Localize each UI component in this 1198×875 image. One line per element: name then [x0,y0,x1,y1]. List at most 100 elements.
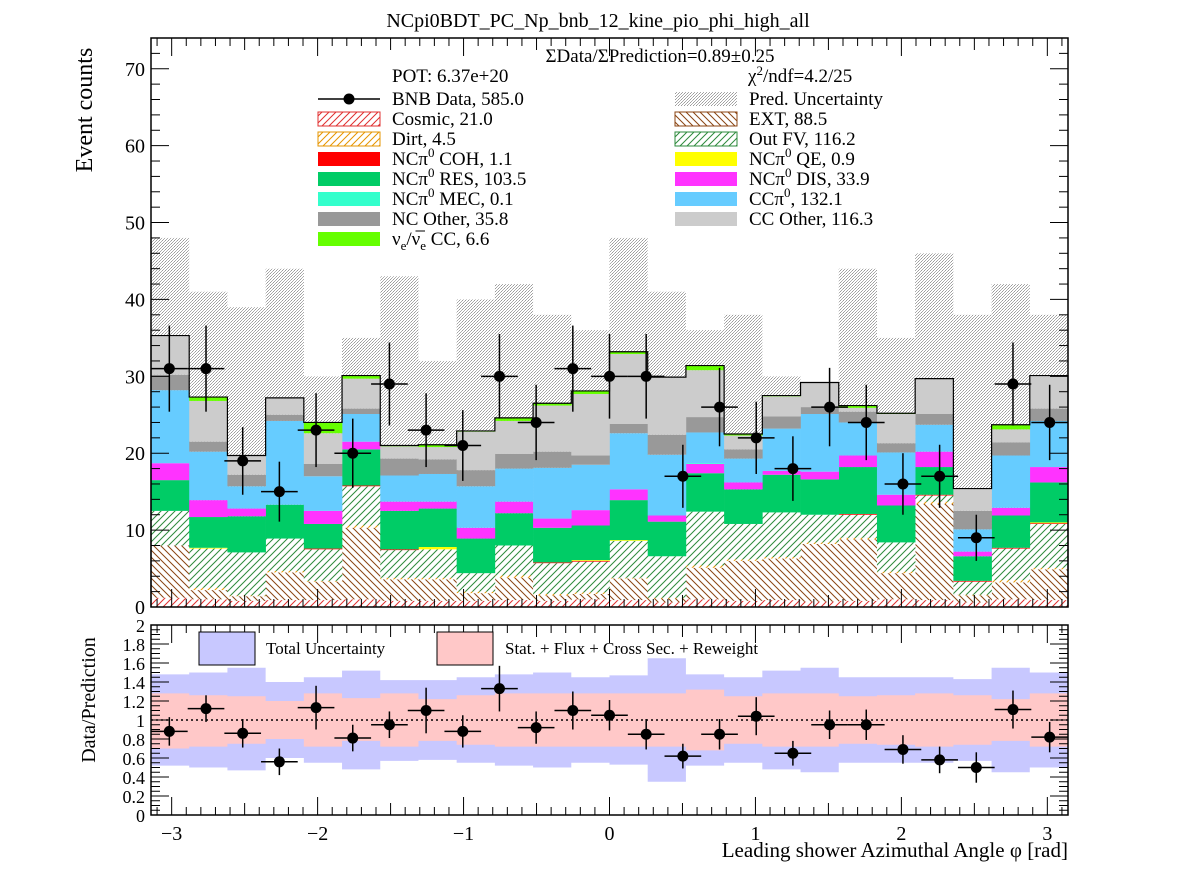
bar-ccpi0 [342,414,381,442]
y-tick-label: 20 [125,443,145,465]
bar-res [762,474,801,513]
data-point [897,478,909,490]
chi2-sup: 2 [756,63,763,78]
legend-swatch-cosmic [317,111,381,127]
bar-dis [991,507,1031,516]
bar-coh [380,549,419,551]
bar-ccpi0 [800,414,840,472]
bar-ext [724,560,763,601]
data-point [860,416,872,428]
data-point [493,370,505,382]
x-tick-label: 1 [750,823,760,845]
legend-swatch-unc [675,92,737,106]
bar-outfv [838,514,878,538]
ratio-point [897,743,909,755]
bar-res [494,513,534,546]
y-axis-label-top: Event counts [72,48,98,173]
bar-res [571,525,610,561]
bar-ccother [991,429,1031,443]
bar-coh [915,494,954,496]
bar-dirt [991,580,1031,583]
bar-ncother [838,411,878,423]
legend-swatch-outfv [674,131,738,147]
bar-ccpi0 [189,451,228,501]
legend-swatch-nue [318,232,380,246]
legend-swatch-ext [674,111,738,127]
bar-ext [800,543,840,602]
bar-ccpi0 [456,486,496,528]
data-point [530,416,542,428]
bar-ext [494,577,534,601]
bar-mec [685,463,725,464]
legend-swatch-ccpi0 [675,192,737,206]
bar-outfv [494,545,534,576]
bar-cosmic [609,600,649,607]
bar-res [838,467,878,514]
legend-swatch-res [318,172,380,186]
bar-dis [762,470,801,475]
legend-swatch-dis [675,172,737,186]
bar-dirt [571,592,610,594]
chi2-text: χ2/ndf=4.2/25 [747,63,852,87]
bar-outfv [227,552,266,596]
bar-qe [418,547,457,550]
bar-res [265,504,305,539]
legend-label-ccpi0: CCπ0, 132.1 [749,185,843,210]
bar-ext [227,596,266,601]
legend-swatch-ccother [675,212,737,226]
legend-label-dirt: Dirt, 4.5 [392,129,456,150]
bar-ext [1029,569,1069,601]
bar-dis [609,489,649,501]
legend-swatch-ncother [318,212,380,226]
legend-label-ccother: CC Other, 116.3 [749,209,873,230]
bar-ext [876,573,916,600]
bar-ccpi0 [609,433,649,490]
bar-res [189,517,228,548]
bar-cosmic [800,601,840,607]
bar-nue [991,424,1031,430]
bar-ccother [838,407,878,412]
legend-label-cosmic: Cosmic, 21.0 [392,109,493,130]
bar-ncother [151,374,190,391]
bar-ncother [609,423,649,434]
bar-dis [800,471,840,480]
legend-label-nue: νe/ν̅e CC, 6.6 [392,229,489,253]
bar-dirt [227,595,266,597]
bar-coh [342,485,381,487]
bar-outfv [189,548,228,588]
y-tick-label: 1.8 [123,635,146,655]
bar-ncother [456,470,496,487]
bar-coh [303,548,343,550]
legend-label-stat: Stat. + Flux + Cross Sec. + Reweight [505,639,758,658]
bar-nue [609,351,649,355]
y-tick-label: 30 [125,366,145,388]
bar-coh [533,562,572,564]
bar-ncother [571,455,610,465]
bar-dis [533,518,572,528]
bar-cosmic [533,600,572,607]
bar-dirt [838,537,878,540]
data-points [151,325,1068,561]
bar-res [685,473,725,512]
legend-label-res: NCπ0 RES, 103.5 [392,165,526,190]
bar-ccpi0 [838,422,878,456]
bar-res [418,508,457,548]
bar-ncother [724,449,763,459]
bottom-axes: 00.20.40.60.811.21.41.61.82−3 −2 −1 0 1 2 3 [123,616,1069,845]
bar-res [647,521,687,557]
legend-label-ext: EXT, 88.5 [749,109,827,130]
bar-dis [647,515,687,522]
bar-cosmic [456,600,496,607]
bar-res [800,479,840,515]
legend-label-total: Total Uncertainty [266,639,386,658]
bar-outfv [876,542,916,572]
bar-cosmic [647,602,687,607]
ratio-point [787,747,799,759]
bar-dis [380,501,419,511]
ratio-point [163,725,175,737]
bar-cosmic [915,600,954,607]
bar-cosmic [418,600,457,607]
legend-swatch-coh [318,152,380,166]
legend-swatch-qe [675,152,737,166]
data-point [677,470,689,482]
